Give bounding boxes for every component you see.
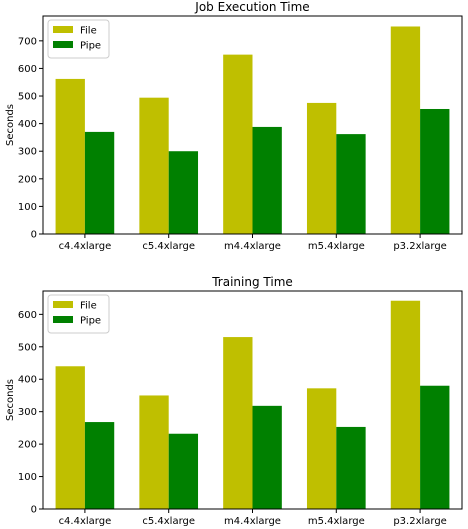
y-tick-label: 0 [31,505,37,516]
bar-file-3 [306,388,337,509]
bar-file-1 [139,395,169,509]
bar-file-4 [390,300,421,509]
bar-file-0 [55,366,85,509]
x-tick-label: m4.4xlarge [224,516,281,527]
chart-title: Job Execution Time [194,0,309,14]
y-tick-label: 200 [18,174,37,185]
legend-box [47,294,110,334]
bar-pipe-1 [168,433,199,509]
legend-swatch-pipe [53,41,73,48]
y-tick-label: 700 [18,36,37,47]
chart-1: 0 100 200 300 400 500 600 c4.4xlarge c5.4xlarge m… [5,275,463,527]
bar-pipe-3 [336,134,366,234]
x-tick-label: m4.4xlarge [224,241,281,252]
x-tick-label: c5.4xlarge [142,516,195,527]
bar-pipe-4 [420,108,450,234]
x-tick-label: c4.4xlarge [59,516,112,527]
legend-box [47,19,110,59]
y-tick-label: 500 [18,92,37,103]
y-tick-label: 300 [18,407,37,418]
bar-pipe-2 [252,405,282,509]
y-axis-label: Seconds [5,379,16,421]
y-tick-label: 300 [18,147,37,158]
chart-0: 0 100 200 300 400 500 600 700 c4.4xlarge c5.4xlar… [5,0,463,252]
legend-label-file: File [80,26,97,37]
chart-title: Training Time [211,275,293,289]
bar-file-2 [223,54,253,234]
bar-pipe-3 [336,426,366,509]
x-tick-label: m5.4xlarge [308,241,365,252]
bar-file-0 [55,78,85,234]
x-tick-label: m5.4xlarge [308,516,365,527]
x-tick-label: c4.4xlarge [59,241,112,252]
legend-swatch-pipe [53,316,73,323]
y-tick-label: 100 [18,202,37,213]
bar-pipe-4 [420,385,450,509]
bar-pipe-0 [84,131,115,234]
legend-label-pipe: Pipe [80,41,101,52]
legend-swatch-file [53,26,73,33]
y-tick-label: 400 [18,119,37,130]
y-tick-label: 600 [18,64,37,75]
y-tick-label: 400 [18,375,37,386]
bar-pipe-1 [168,151,199,234]
bar-pipe-2 [252,126,282,234]
y-tick-label: 100 [18,472,37,483]
x-tick-label: c5.4xlarge [142,241,195,252]
y-axis-label: Seconds [5,104,16,146]
bar-file-4 [390,26,421,234]
legend-label-file: File [80,301,97,312]
legend-swatch-file [53,301,73,308]
x-tick-label: p3.2xlarge [393,241,447,252]
bar-file-3 [306,102,337,234]
bar-pipe-0 [84,422,115,509]
bar-file-1 [139,97,169,235]
y-tick-label: 0 [31,230,37,241]
y-tick-label: 200 [18,440,37,451]
y-tick-label: 500 [18,342,37,353]
y-tick-label: 600 [18,310,37,321]
x-tick-label: p3.2xlarge [393,516,447,527]
bar-file-2 [223,337,253,509]
legend-label-pipe: Pipe [80,316,101,327]
